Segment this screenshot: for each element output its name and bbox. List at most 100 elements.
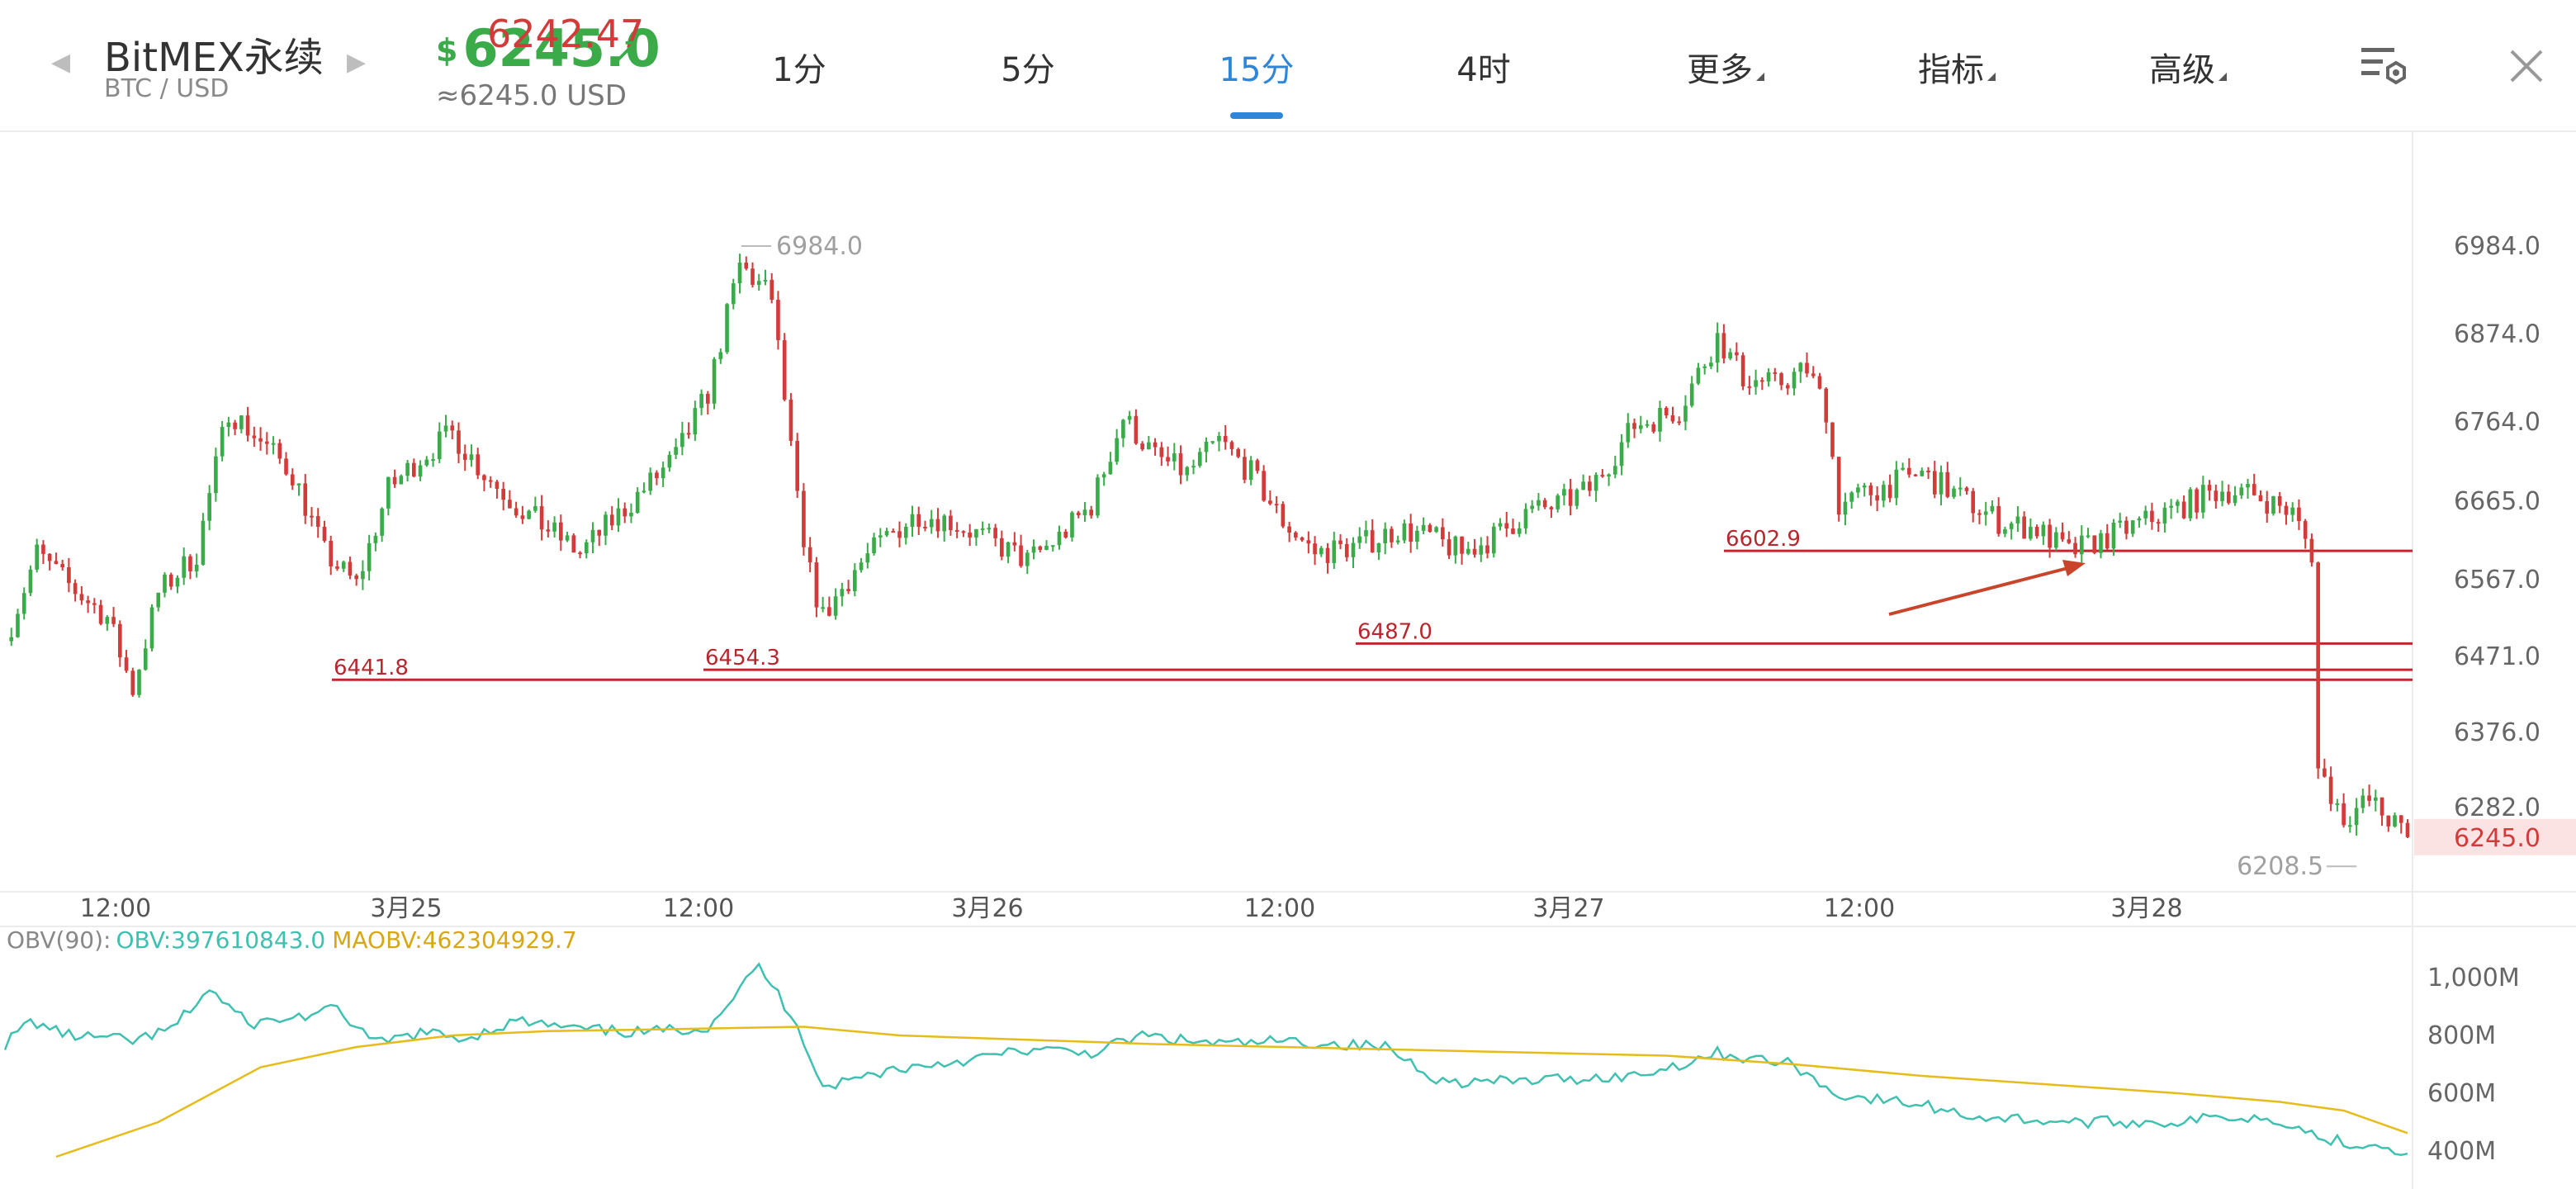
candle-body [1101,474,1106,478]
candle [482,474,486,491]
candle [1894,461,1899,505]
candle [1901,462,1905,471]
tab-4h[interactable]: 4时 [1456,51,1511,89]
candle-body [277,443,282,459]
candle [1101,471,1106,486]
top-bar: ◀ BitMEX永续 BTC / USD ▶ $6245.0 6242.47 ↗… [0,0,2576,132]
chart-settings-icon[interactable] [2358,43,2411,89]
candle-body [105,617,110,624]
candle-body [1721,333,1726,359]
candle [201,513,206,566]
candle-body [361,571,365,580]
tab-15m[interactable]: 15分 [1219,51,1295,89]
candle-body [207,493,211,521]
last-price: $6245.0 [436,18,661,78]
candle [1306,531,1311,554]
candle [501,481,505,511]
candle-body [1357,536,1362,543]
candle [245,406,250,442]
price-tick-label: 6282.0 [2454,793,2540,822]
candle-body [2022,516,2026,539]
chart-area[interactable]: 6441.8 6454.3 6487.0 6602.9 6984.0 6208.5 69… [0,132,2576,1189]
candle [2271,495,2275,516]
candle-body [1868,485,1873,495]
price-tick-label: 6376.0 [2454,718,2540,747]
candle-body [731,283,736,305]
high-marker-label: 6984.0 [776,232,863,261]
candle-body [1779,373,1783,386]
candle-body [488,480,493,482]
candle [833,588,838,620]
candle-body [239,415,244,429]
candle [827,596,831,617]
candle-body [1945,471,1950,497]
tab-1m[interactable]: 1分 [772,51,826,89]
horizontal-levels[interactable]: 6441.8 6454.3 6487.0 6602.9 [332,527,2413,681]
candle [674,438,678,460]
candle [635,487,640,514]
tab-more[interactable]: 更多 [1676,43,1775,91]
candle-body [1556,495,1560,509]
candle-body [2290,507,2295,515]
candle-body [546,529,551,532]
candle [1390,526,1394,548]
candle-body [1913,474,1918,476]
candle [788,393,793,447]
candle-body [2092,535,2097,553]
candle [2041,521,2046,545]
candle [2335,798,2340,812]
candle-body [2233,495,2237,504]
candle-body [648,472,652,491]
candle [431,452,435,467]
tab-indicators[interactable]: 指标 [1907,43,2006,91]
candle-body [552,522,556,532]
candle [814,557,819,618]
candle [1689,376,1694,408]
candle [335,560,339,571]
candle-body [1153,442,1158,448]
candle-body [2258,495,2263,502]
candle [1907,458,1911,478]
candle [578,551,582,559]
candle-body [1383,528,1388,543]
candle-body [2130,520,2135,534]
candle-body [2073,542,2077,555]
next-arrow-icon[interactable]: ▶ [347,48,367,77]
candle-body [1229,442,1234,449]
tab-advanced[interactable]: 高级 [2138,43,2237,91]
candle-body [1351,542,1356,557]
candle-body [1952,488,1956,497]
candle [2309,533,2314,567]
candle-body [2373,797,2378,801]
candle [974,528,978,546]
tab-5m[interactable]: 5分 [1001,51,1055,89]
candle-body [373,535,378,543]
candle-body [1076,512,1081,516]
candle-body [756,281,761,285]
candle [718,348,723,364]
candle [840,582,845,607]
candle [137,669,141,698]
price-plot-background [0,132,2413,892]
candle [2393,812,2397,828]
level-label: 6454.3 [705,646,780,670]
candle-body [399,476,404,485]
candle [1843,492,1848,526]
candle-body [168,574,173,587]
candle [1632,418,1636,438]
candle [1805,352,1809,377]
symbol-name[interactable]: BitMEX永续 [104,35,324,81]
close-icon[interactable] [2508,48,2545,84]
candle-body [2393,815,2397,827]
candle [418,460,423,481]
candle [1274,495,1279,514]
candle [1229,440,1234,456]
candle-body [1415,530,1419,542]
candle-body [859,562,864,571]
candle-body [1498,523,1503,527]
prev-arrow-icon[interactable]: ◀ [51,48,71,77]
candle-body [1805,362,1809,374]
candle [1607,473,1611,486]
candle-body [1191,466,1196,468]
candle [443,414,448,438]
